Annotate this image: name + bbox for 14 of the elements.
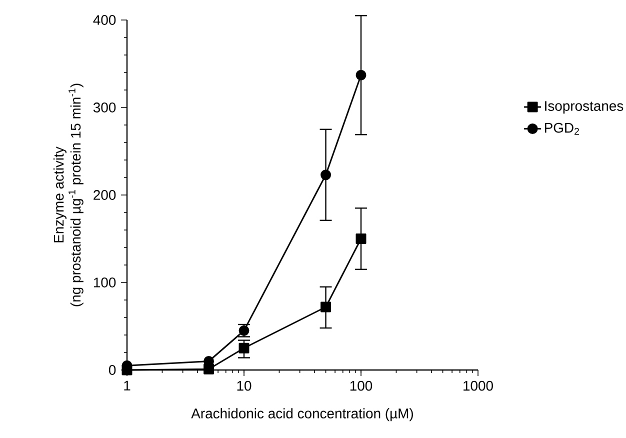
legend-label: Isoprostanes bbox=[545, 101, 624, 114]
x-tick-label: 1 bbox=[124, 380, 130, 390]
text: (ng prostanoid µg$^{-1}$ protein 15 min$^{-1}$) bbox=[68, 84, 84, 306]
x-tick-label: 1000 bbox=[464, 380, 493, 391]
y-tick-label: 300 bbox=[93, 102, 116, 112]
y-tick-label: 100 bbox=[94, 278, 116, 288]
x-tick-label: 10 bbox=[237, 380, 252, 391]
x-tick-label: 100 bbox=[350, 380, 372, 391]
y-tick-label: 0 bbox=[108, 365, 116, 375]
x-axis-title: Arachidonic acid concentration (µM) bbox=[191, 408, 413, 422]
y-tick-label: 400 bbox=[93, 15, 116, 25]
legend-label: PGD$_{2}$ bbox=[544, 122, 579, 135]
y-tick-label: 200 bbox=[94, 190, 116, 200]
text: Enzyme activity bbox=[53, 146, 66, 242]
